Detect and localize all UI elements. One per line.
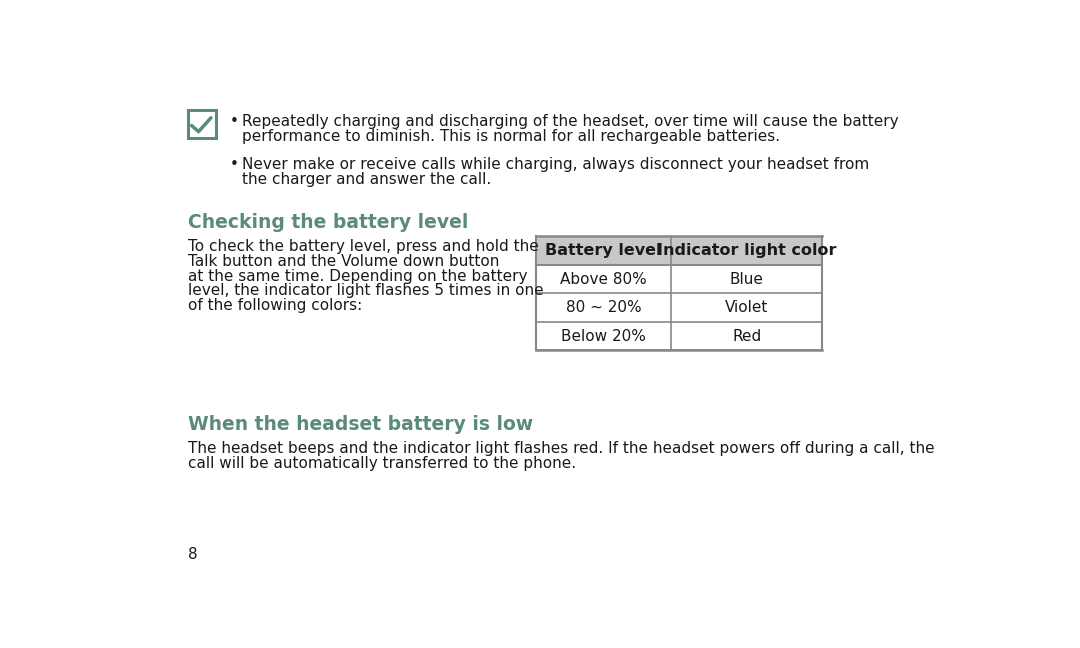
Text: level, the indicator light flashes 5 times in one: level, the indicator light flashes 5 tim… xyxy=(188,283,543,298)
Bar xyxy=(536,236,823,265)
Text: performance to diminish. This is normal for all rechargeable batteries.: performance to diminish. This is normal … xyxy=(242,128,780,144)
Text: The headset beeps and the indicator light flashes red. If the headset powers off: The headset beeps and the indicator ligh… xyxy=(188,441,934,456)
Text: When the headset battery is low: When the headset battery is low xyxy=(188,415,532,434)
Text: of the following colors:: of the following colors: xyxy=(188,298,362,313)
Text: the charger and answer the call.: the charger and answer the call. xyxy=(242,172,491,187)
Text: Repeatedly charging and discharging of the headset, over time will cause the bat: Repeatedly charging and discharging of t… xyxy=(242,114,899,129)
Text: Never make or receive calls while charging, always disconnect your headset from: Never make or receive calls while chargi… xyxy=(242,157,869,172)
Bar xyxy=(536,265,823,294)
Text: Below 20%: Below 20% xyxy=(561,329,646,343)
Text: Checking the battery level: Checking the battery level xyxy=(188,213,468,231)
Text: Talk button and the Volume down button: Talk button and the Volume down button xyxy=(188,254,499,269)
Text: Indicator light color: Indicator light color xyxy=(657,243,837,258)
Bar xyxy=(536,322,823,351)
Text: Battery level: Battery level xyxy=(545,243,662,258)
Text: 80 ~ 20%: 80 ~ 20% xyxy=(566,300,642,315)
Text: Blue: Blue xyxy=(730,272,764,286)
Text: Violet: Violet xyxy=(725,300,769,315)
Text: Above 80%: Above 80% xyxy=(561,272,647,286)
Text: call will be automatically transferred to the phone.: call will be automatically transferred t… xyxy=(188,456,576,471)
Text: 8: 8 xyxy=(188,548,198,562)
Text: Red: Red xyxy=(732,329,761,343)
Bar xyxy=(536,294,823,322)
Bar xyxy=(188,110,216,138)
Text: •: • xyxy=(230,114,239,129)
Text: •: • xyxy=(230,157,239,172)
Text: at the same time. Depending on the battery: at the same time. Depending on the batte… xyxy=(188,269,527,284)
Text: To check the battery level, press and hold the: To check the battery level, press and ho… xyxy=(188,240,539,255)
